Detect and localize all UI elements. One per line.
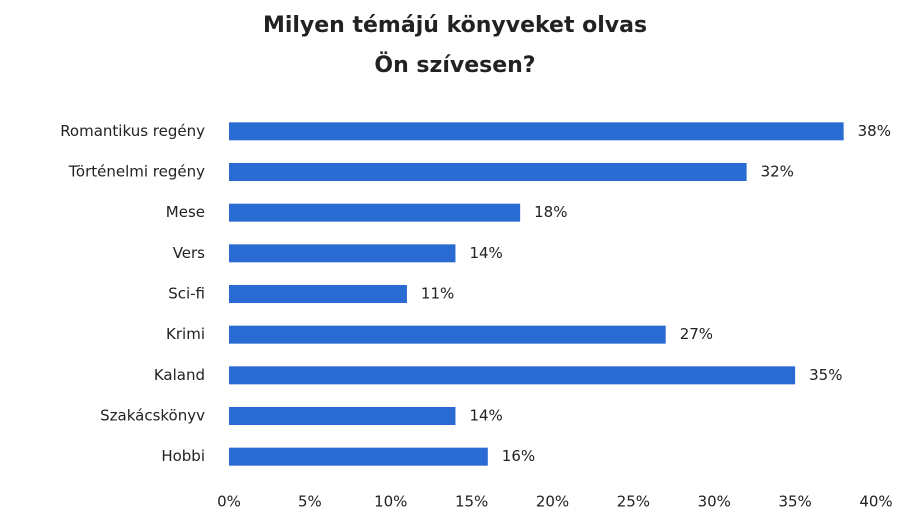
chart-title: Milyen témájú könyveket olvas Ön szívese… [262,13,648,78]
value-label: 27% [680,325,713,343]
bar [229,407,456,425]
y-tick-label: Sci-fi [168,285,205,303]
bar [229,244,456,263]
x-tick-label: 5% [298,493,322,511]
bar [229,122,844,141]
bar [229,285,407,303]
y-tick-label: Szakácskönyv [100,407,205,425]
y-tick-label: Történelmi regény [68,163,205,181]
y-tick-label: Hobbi [161,447,205,465]
x-tick-label: 25% [617,493,650,511]
y-tick-label: Vers [173,244,205,262]
bar [229,163,747,181]
bar [229,366,796,385]
x-tick-label: 10% [374,493,407,511]
x-tick-label: 15% [455,493,488,511]
value-label: 18% [534,203,567,221]
x-tick-label: 0% [217,493,241,511]
x-tick-label: 20% [536,493,569,511]
y-tick-label: Mese [166,203,205,221]
value-label: 32% [761,163,794,181]
bar [229,203,521,222]
value-label: 35% [809,366,842,384]
value-label: 11% [421,285,454,303]
bar [229,447,488,466]
bar [229,325,666,344]
value-label: 16% [502,447,535,465]
x-tick-label: 35% [778,493,811,511]
y-tick-label: Kaland [154,366,205,384]
y-tick-label: Krimi [166,325,205,343]
value-label: 14% [469,407,502,425]
x-tick-label: 30% [698,493,731,511]
x-tick-label: 40% [859,493,892,511]
value-label: 38% [858,122,891,140]
y-tick-label: Romantikus regény [60,122,205,140]
value-label: 14% [469,244,502,262]
